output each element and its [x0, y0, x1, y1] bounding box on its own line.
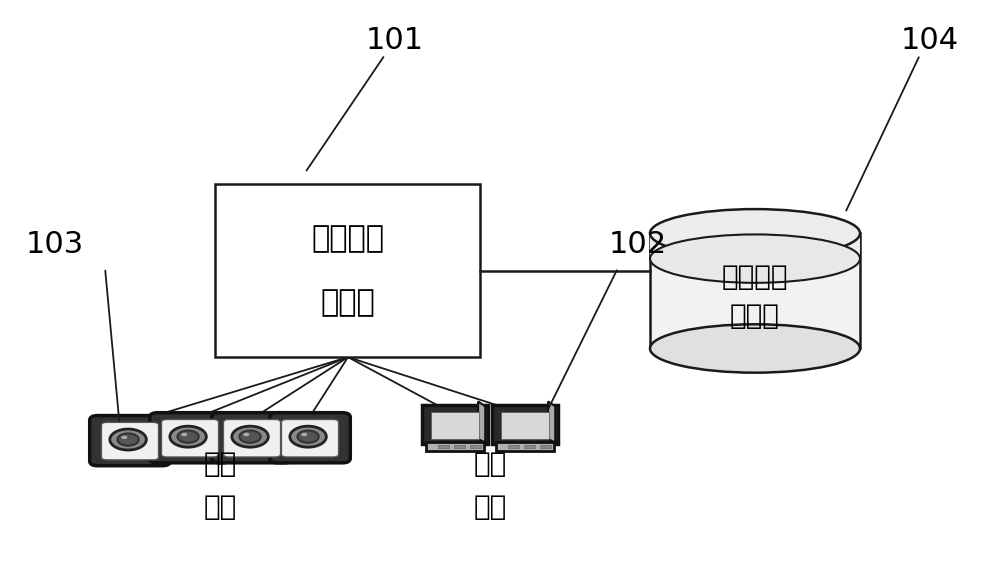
Text: 用户: 用户	[473, 450, 507, 478]
FancyBboxPatch shape	[215, 184, 480, 357]
FancyBboxPatch shape	[90, 415, 170, 466]
Text: 数据分析: 数据分析	[311, 225, 384, 253]
FancyBboxPatch shape	[270, 412, 350, 463]
Text: 数据库: 数据库	[730, 302, 780, 330]
Polygon shape	[478, 401, 485, 442]
FancyBboxPatch shape	[101, 422, 159, 460]
FancyBboxPatch shape	[454, 445, 465, 448]
FancyBboxPatch shape	[422, 404, 488, 444]
Text: 103: 103	[26, 230, 84, 259]
FancyBboxPatch shape	[212, 412, 292, 463]
Circle shape	[121, 435, 127, 439]
FancyBboxPatch shape	[496, 442, 554, 452]
FancyBboxPatch shape	[161, 419, 219, 457]
FancyBboxPatch shape	[540, 445, 551, 448]
Circle shape	[297, 430, 319, 443]
Ellipse shape	[650, 209, 860, 257]
Circle shape	[170, 426, 206, 447]
Text: 101: 101	[366, 26, 424, 55]
Circle shape	[301, 433, 307, 436]
FancyBboxPatch shape	[524, 445, 535, 448]
FancyBboxPatch shape	[426, 442, 484, 452]
FancyBboxPatch shape	[508, 445, 519, 448]
Polygon shape	[548, 401, 555, 442]
Circle shape	[117, 433, 139, 446]
Text: 城市人口: 城市人口	[722, 263, 788, 291]
FancyBboxPatch shape	[470, 445, 481, 448]
FancyBboxPatch shape	[438, 445, 449, 448]
FancyBboxPatch shape	[281, 419, 339, 457]
Circle shape	[232, 426, 268, 447]
Text: 服务器: 服务器	[320, 288, 375, 317]
Text: 104: 104	[901, 26, 959, 55]
Text: 102: 102	[609, 230, 667, 259]
Polygon shape	[650, 233, 860, 259]
Circle shape	[177, 430, 199, 443]
Polygon shape	[650, 233, 860, 348]
FancyBboxPatch shape	[492, 404, 558, 444]
FancyBboxPatch shape	[223, 419, 281, 457]
Circle shape	[290, 426, 326, 447]
Circle shape	[239, 430, 261, 443]
Ellipse shape	[650, 234, 860, 283]
Text: 设备: 设备	[203, 493, 237, 521]
FancyBboxPatch shape	[501, 412, 549, 439]
Circle shape	[181, 433, 187, 436]
Circle shape	[110, 429, 146, 450]
Text: 监测: 监测	[203, 450, 237, 478]
Circle shape	[243, 433, 249, 436]
FancyBboxPatch shape	[431, 412, 479, 439]
Ellipse shape	[650, 324, 860, 373]
FancyBboxPatch shape	[150, 412, 230, 463]
Text: 终端: 终端	[473, 493, 507, 521]
